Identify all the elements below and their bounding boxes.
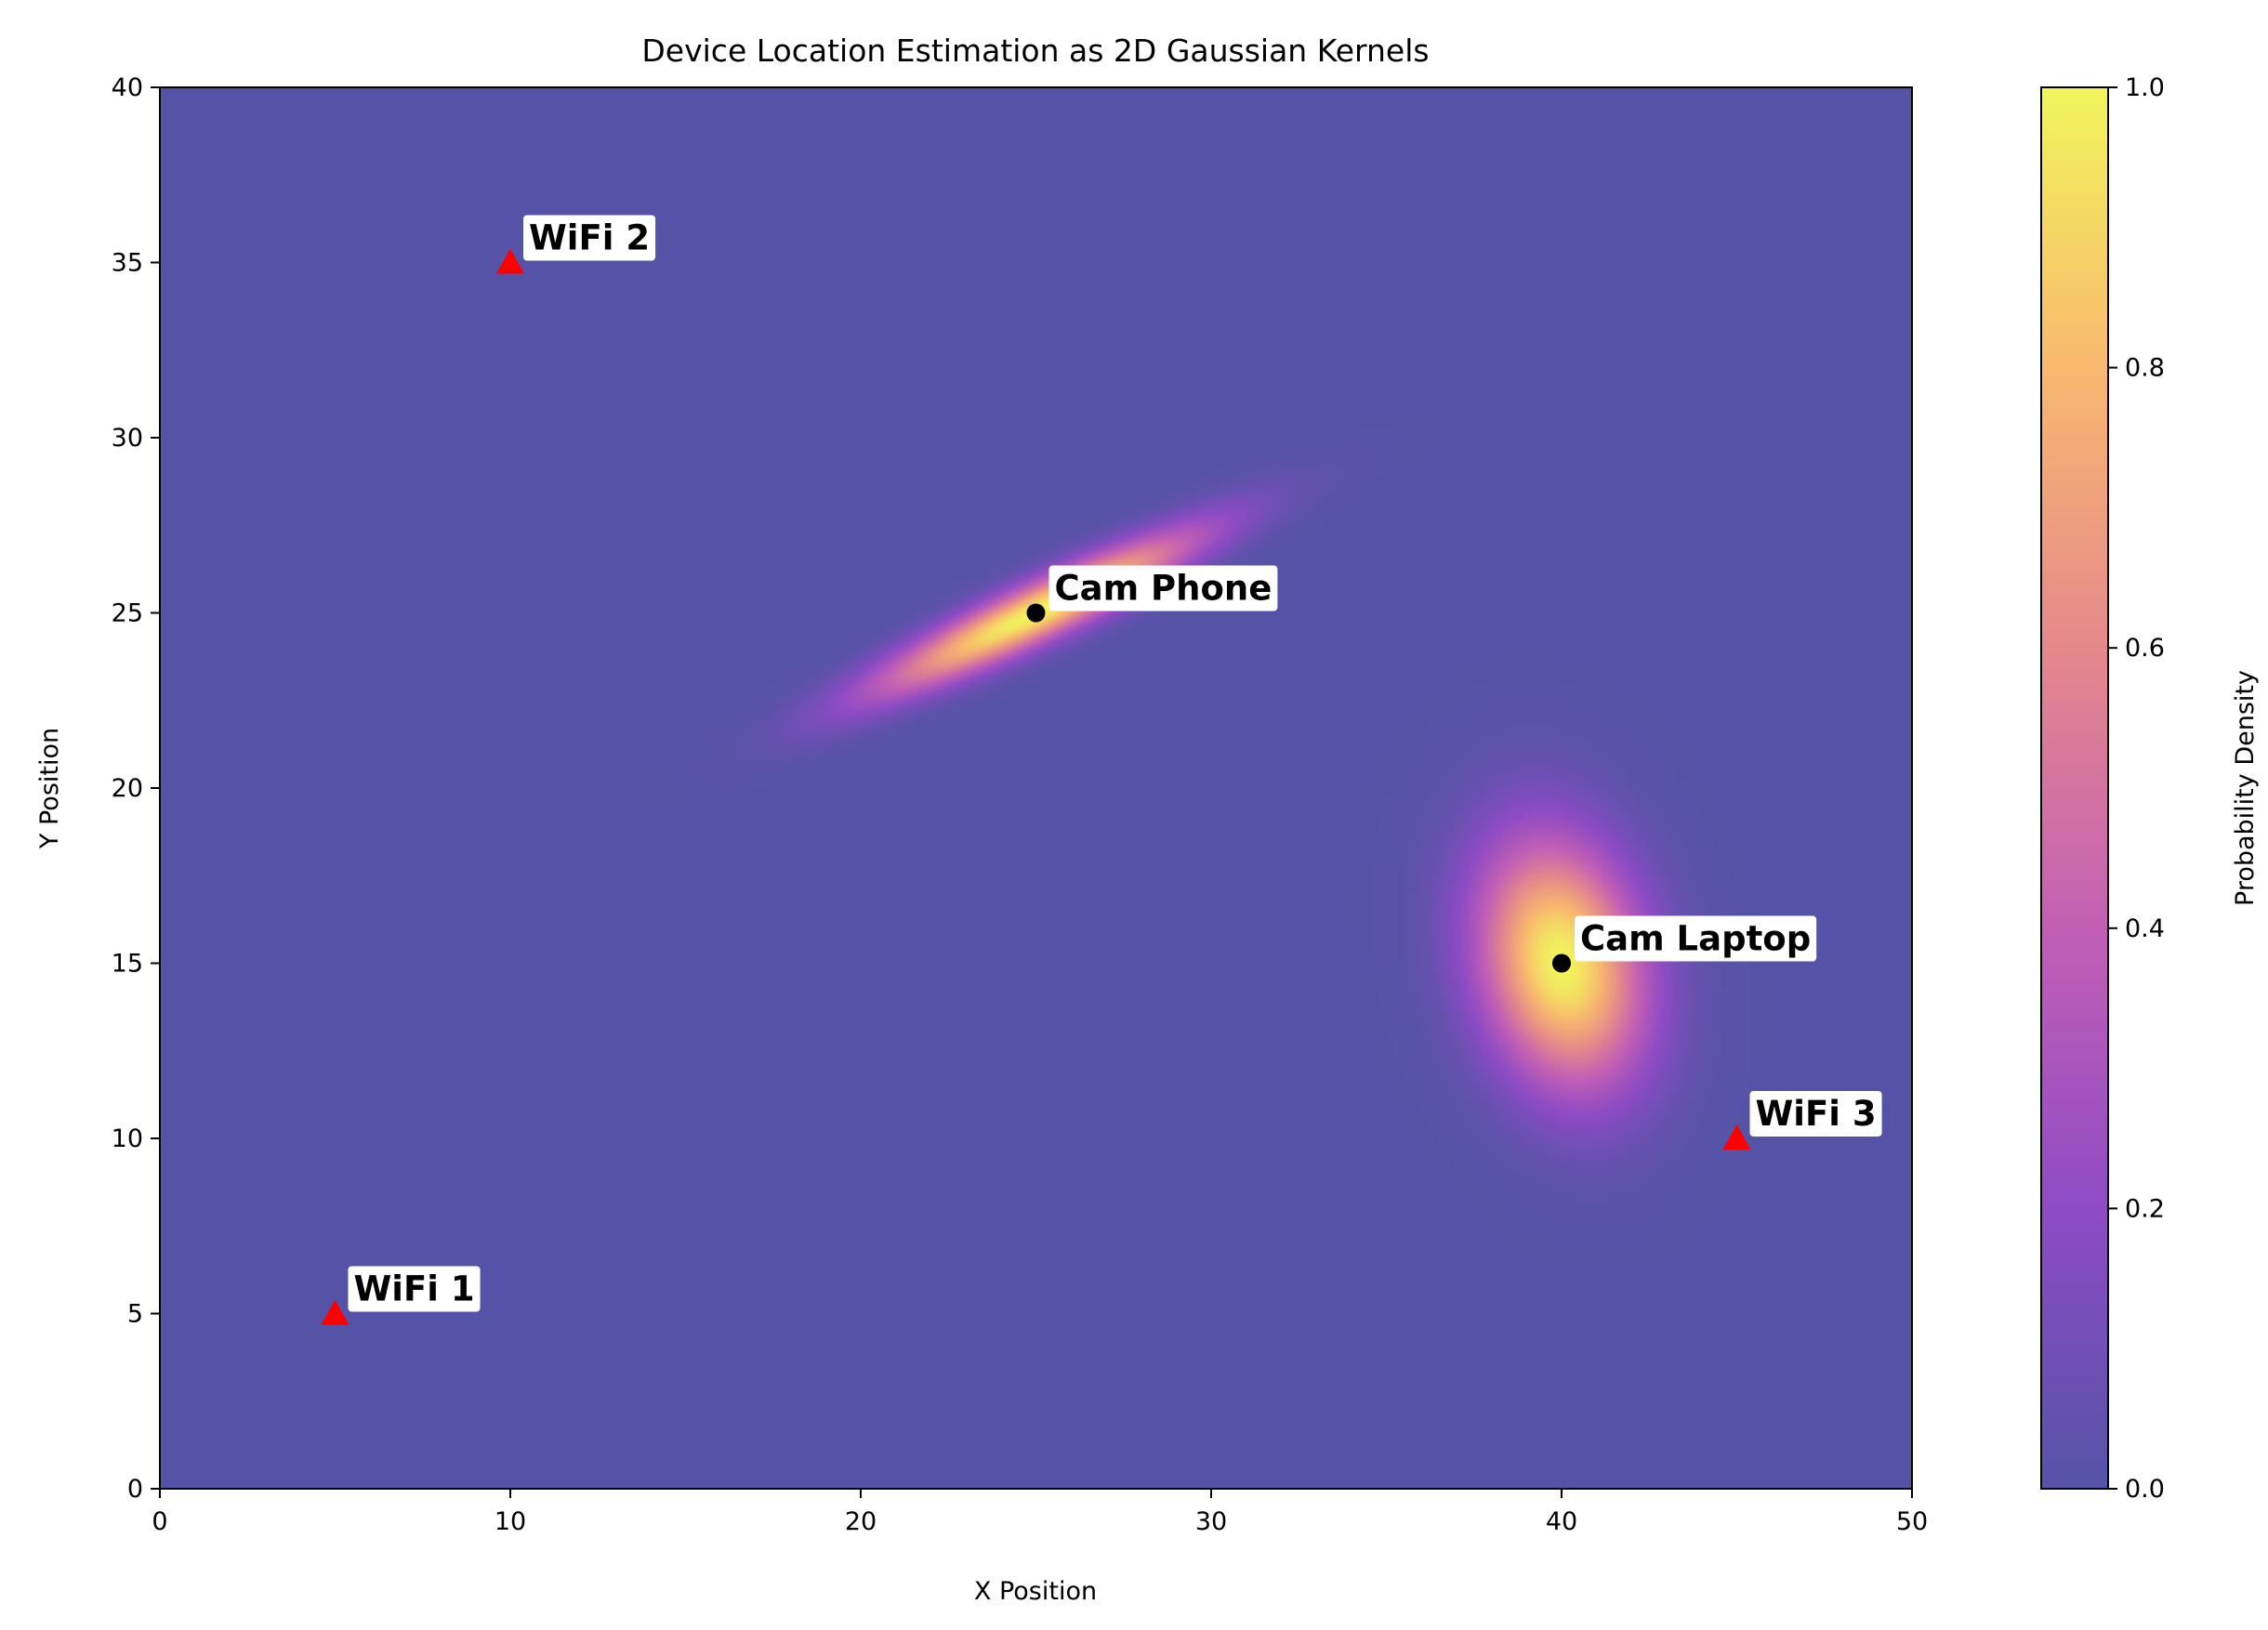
x-axis-label: X Position [974, 1577, 1097, 1606]
device-marker [1026, 603, 1046, 623]
y-tick-label: 25 [112, 599, 143, 628]
y-tick-label: 35 [112, 249, 143, 278]
point-label: WiFi 2 [529, 218, 650, 258]
y-tick-label: 30 [112, 424, 143, 453]
colorbar-tick-label: 0.0 [2125, 1475, 2165, 1504]
y-tick-label: 10 [112, 1124, 143, 1153]
colorbar-tick-label: 0.6 [2125, 634, 2165, 663]
colorbar-tick-label: 0.8 [2125, 354, 2165, 383]
colorbar-label: Probability Density [2231, 670, 2260, 906]
x-tick-label: 10 [494, 1507, 526, 1536]
colorbar-tick-label: 1.0 [2125, 73, 2165, 102]
point-label-box [1048, 565, 1278, 611]
point-label: WiFi 3 [1756, 1094, 1877, 1134]
x-tick-label: 50 [1896, 1507, 1928, 1536]
wifi-marker [321, 1299, 349, 1325]
colorbar-gradient [2040, 86, 2109, 1490]
y-tick-label: 40 [112, 73, 143, 102]
device-markers: WiFi 1 WiFi 2 WiFi 3 Cam Phone Cam Laptop [321, 215, 1882, 1325]
y-tick-label: 0 [127, 1475, 143, 1504]
wifi-marker [1722, 1124, 1751, 1150]
point-label: Cam Phone [1055, 569, 1272, 609]
device-marker [1552, 953, 1571, 973]
point-label: WiFi 1 [354, 1269, 475, 1309]
plot-area [160, 87, 1912, 1489]
point-label-box [1749, 1091, 1882, 1137]
x-tick-label: 20 [845, 1507, 877, 1536]
point-label-box [523, 215, 656, 261]
point-label-box [1575, 915, 1817, 962]
y-tick-label: 15 [112, 950, 143, 979]
y-axis-ticks: 0 5 10 15 20 25 30 35 40 [112, 73, 160, 1504]
x-tick-label: 30 [1195, 1507, 1227, 1536]
colorbar: 0.0 0.2 0.4 0.6 0.8 1.0 Probability Density [2040, 73, 2260, 1504]
colorbar-tick-label: 0.2 [2125, 1194, 2165, 1223]
x-tick-label: 0 [152, 1507, 167, 1536]
density-heatmap [160, 87, 1912, 1489]
colorbar-tick-label: 0.4 [2125, 914, 2165, 943]
point-label-box [348, 1266, 481, 1312]
colorbar-ticks: 0.0 0.2 0.4 0.6 0.8 1.0 [2108, 73, 2165, 1504]
x-tick-label: 40 [1546, 1507, 1577, 1536]
chart-title: Device Location Estimation as 2D Gaussia… [641, 33, 1429, 69]
y-axis-label: Y Position [35, 728, 64, 849]
y-tick-label: 5 [127, 1300, 143, 1329]
wifi-marker [496, 248, 524, 274]
x-axis-ticks: 0 10 20 30 40 50 [152, 1489, 1928, 1536]
y-tick-label: 20 [112, 774, 143, 803]
point-label: Cam Laptop [1580, 919, 1811, 959]
